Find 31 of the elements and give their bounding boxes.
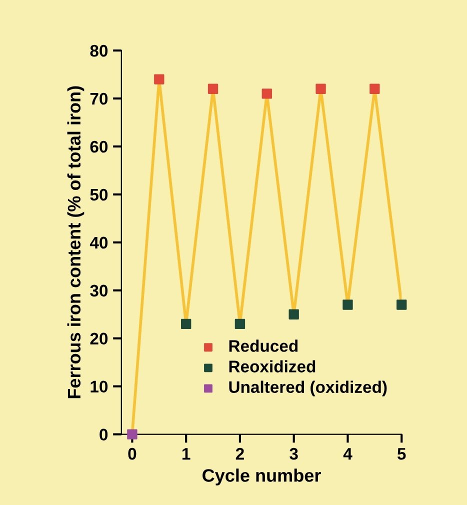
- x-tick-label: 2: [236, 448, 244, 460]
- point: [262, 88, 272, 99]
- point: [208, 84, 218, 94]
- y-tick-label: 70: [90, 92, 108, 105]
- point: [180, 318, 192, 330]
- x-tick-label: 3: [290, 448, 298, 460]
- point: [154, 74, 164, 84]
- y-tick-label: 30: [90, 284, 108, 297]
- x-tick-label: 0: [128, 448, 136, 460]
- point: [342, 300, 353, 310]
- y-tick-label: 80: [90, 44, 108, 57]
- y-tick-label: 0: [100, 428, 108, 441]
- point: [127, 429, 138, 440]
- point: [234, 318, 246, 330]
- x-tick-label: 1: [182, 448, 190, 460]
- x-axis-title: Cycle number: [202, 468, 321, 486]
- point: [370, 84, 380, 94]
- point: [396, 300, 407, 310]
- y-axis-title: Ferrous iron content (% of total iron): [67, 86, 84, 398]
- point: [288, 309, 299, 320]
- x-tick-label: 4: [343, 448, 352, 460]
- y-tick-label: 50: [90, 188, 108, 201]
- legend-label: Reoxidized: [229, 360, 316, 372]
- point: [316, 84, 326, 94]
- x-tick-label: 5: [398, 448, 406, 460]
- legend-label: Unaltered (oxidized): [229, 380, 387, 396]
- y-tick-label: 40: [90, 236, 108, 249]
- legend-label: Reduced: [229, 340, 298, 352]
- y-tick-label: 10: [90, 380, 108, 393]
- y-tick-label: 60: [90, 140, 108, 153]
- y-tick-label: 20: [90, 332, 108, 345]
